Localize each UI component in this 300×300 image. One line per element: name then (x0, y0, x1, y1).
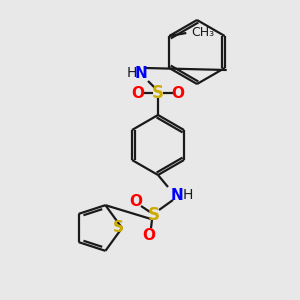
Text: O: O (131, 85, 145, 100)
Text: S: S (148, 206, 160, 224)
Text: H: H (183, 188, 193, 202)
Text: O: O (142, 227, 155, 242)
Text: CH₃: CH₃ (191, 26, 214, 40)
Text: S: S (112, 220, 124, 236)
Text: N: N (135, 65, 147, 80)
Text: O: O (130, 194, 142, 208)
Text: O: O (172, 85, 184, 100)
Text: H: H (127, 66, 137, 80)
Text: S: S (152, 84, 164, 102)
Text: N: N (171, 188, 183, 202)
